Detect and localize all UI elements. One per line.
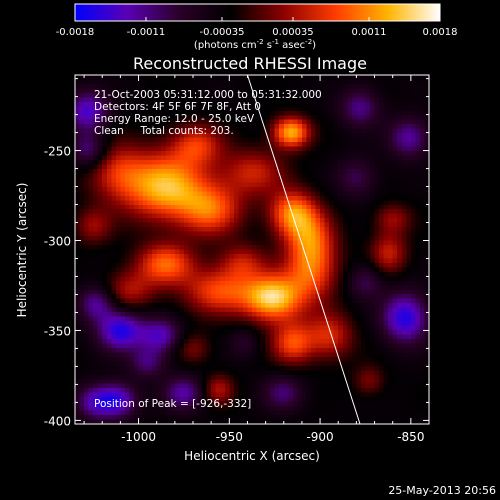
colorbar-tick-label: 0.00035 xyxy=(272,27,313,38)
plot-area: -1000 -950 -900 -850 -250 -300 -350 -400 xyxy=(44,74,430,444)
annotation-clean-counts: Clean Total counts: 203. xyxy=(94,125,234,137)
x-tick-label: -1000 xyxy=(121,430,156,444)
x-tick-label: -950 xyxy=(216,430,243,444)
annotation-block: 21-Oct-2003 05:31:12.000 to 05:31:32.000… xyxy=(94,89,322,410)
heatmap-image xyxy=(75,75,429,424)
colorbar-unit-label: (photons cm-2 s-1 asec-2) xyxy=(194,38,316,51)
peak-position-label: Position of Peak = [-926,-332] xyxy=(94,398,251,410)
y-axis-ticks: -250 -300 -350 -400 xyxy=(44,78,429,428)
colorbar-tick-label: 0.0018 xyxy=(423,27,458,38)
y-tick-label: -400 xyxy=(44,414,71,428)
y-tick-label: -250 xyxy=(44,145,71,159)
plot-frame xyxy=(74,74,430,425)
colorbar-strip xyxy=(74,3,441,22)
colorbar-tick-label: 0.0011 xyxy=(352,27,387,38)
y-tick-label: -350 xyxy=(44,324,71,338)
annotation-energy-range: Energy Range: 12.0 - 25.0 keV xyxy=(94,113,255,125)
annotation-time-range: 21-Oct-2003 05:31:12.000 to 05:31:32.000 xyxy=(94,89,322,101)
solar-limb-line xyxy=(246,75,361,424)
colorbar: -0.0018 -0.0011 -0.00035 0.00035 0.0011 0.001… xyxy=(56,3,458,51)
x-axis-ticks: -1000 -950 -900 -850 xyxy=(83,75,430,444)
x-tick-label: -850 xyxy=(397,430,424,444)
x-tick-label: -900 xyxy=(306,430,333,444)
y-axis-label: Heliocentric Y (arcsec) xyxy=(15,183,29,318)
colorbar-ticks: -0.0018 -0.0011 -0.00035 0.00035 0.0011 0.001… xyxy=(56,17,458,38)
y-tick-label: -300 xyxy=(44,235,71,249)
x-axis-label: Heliocentric X (arcsec) xyxy=(184,449,320,463)
chart-title: Reconstructed RHESSI Image xyxy=(133,54,367,73)
colorbar-tick-label: -0.0011 xyxy=(127,27,166,38)
colorbar-tick-label: -0.0018 xyxy=(56,27,95,38)
colorbar-tick-label: -0.00035 xyxy=(200,27,245,38)
annotation-detectors: Detectors: 4F 5F 6F 7F 8F, Att 0 xyxy=(94,101,261,113)
footer-timestamp: 25-May-2013 20:56 xyxy=(388,484,496,497)
